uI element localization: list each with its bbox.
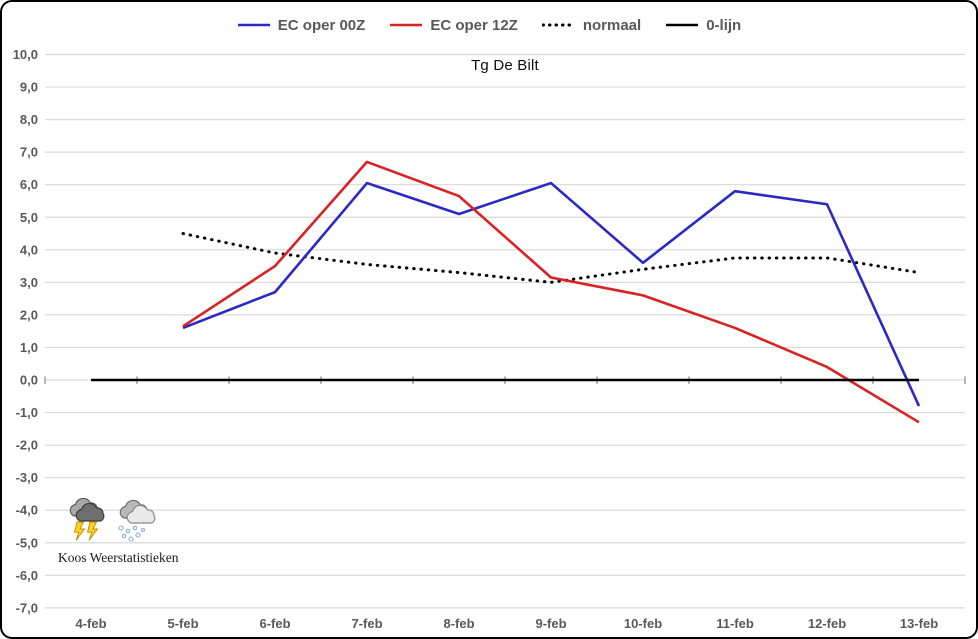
x-axis-label: 13-feb — [900, 616, 938, 631]
storm-cloud-icon — [69, 497, 105, 541]
x-axis-label: 7-feb — [351, 616, 382, 631]
legend-label: 0-lijn — [706, 16, 742, 34]
x-axis-label: 10-feb — [624, 616, 662, 631]
y-axis-label: -4,0 — [16, 503, 38, 518]
x-axis-label: 8-feb — [443, 616, 474, 631]
legend-label: normaal — [582, 16, 642, 34]
y-axis-label: -7,0 — [16, 600, 38, 615]
x-axis-label: 6-feb — [259, 616, 290, 631]
chart-legend: EC oper 00Z EC oper 12Z normaal 0-lijn — [2, 12, 976, 38]
y-axis-label: 0,0 — [20, 373, 38, 388]
y-axis-label: -1,0 — [16, 405, 38, 420]
snow-cloud-icon — [118, 499, 156, 542]
y-axis-label: 10,0 — [13, 47, 38, 62]
x-axis-label: 12-feb — [808, 616, 846, 631]
y-axis-label: -2,0 — [16, 438, 38, 453]
x-axis-label: 4-feb — [75, 616, 106, 631]
y-axis-label: 9,0 — [20, 80, 38, 95]
legend-item-0-lijn: 0-lijn — [665, 17, 741, 34]
legend-label: EC oper 12Z — [430, 16, 518, 34]
watermark-icons — [65, 495, 162, 543]
legend-line-sample — [666, 23, 699, 27]
legend-line-sample — [541, 23, 576, 27]
y-axis-label: 8,0 — [20, 112, 38, 127]
watermark-text: Koos Weerstatistieken — [58, 550, 179, 565]
series-line-normaal — [181, 232, 921, 284]
chart-title: Tg De Bilt — [471, 57, 539, 74]
y-axis-label: 1,0 — [20, 340, 38, 355]
legend-line-sample — [390, 23, 423, 27]
y-axis-label: -3,0 — [16, 470, 38, 485]
x-axis-label: 9-feb — [535, 616, 566, 631]
legend-item-ec-oper-12z: EC oper 12Z — [389, 17, 518, 34]
legend-item-ec-oper-00z: EC oper 00Z — [237, 16, 366, 34]
y-axis-label: -5,0 — [16, 535, 38, 550]
series-line-ec-oper-00z — [182, 181, 921, 407]
series-line-ec-oper-12z — [182, 160, 920, 424]
y-axis-label: 4,0 — [20, 242, 38, 257]
legend-item-normaal: normaal — [541, 16, 642, 34]
y-axis-label: 7,0 — [20, 145, 38, 160]
x-axis-label: 11-feb — [716, 616, 754, 631]
legend-label: EC oper 00Z — [277, 16, 366, 34]
y-axis-label: 3,0 — [20, 275, 38, 290]
y-axis-label: 6,0 — [20, 177, 38, 192]
y-axis-label: -6,0 — [16, 568, 38, 583]
x-axis-label: 5-feb — [167, 616, 198, 631]
y-axis-label: 2,0 — [20, 307, 38, 322]
y-axis-label: 5,0 — [20, 210, 38, 225]
legend-line-sample — [237, 23, 270, 27]
